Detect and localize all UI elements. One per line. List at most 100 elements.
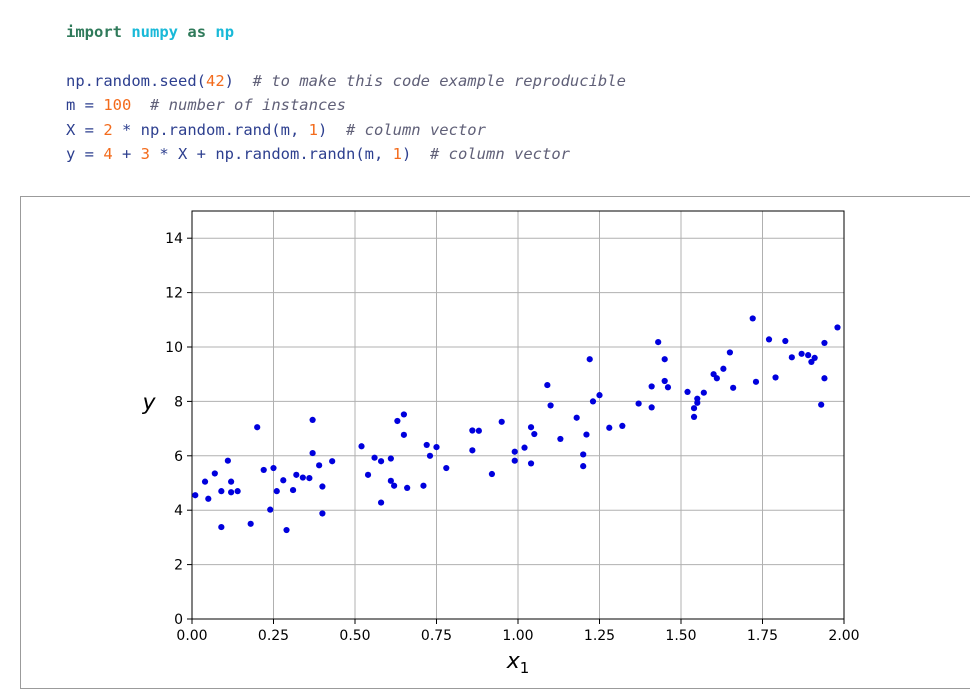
code-line: X = 2 * np.random.rand(m, 1) # column ve… <box>66 118 626 142</box>
data-point <box>273 488 280 495</box>
data-point <box>423 441 430 449</box>
data-point <box>316 462 323 469</box>
data-point <box>511 457 518 464</box>
data-point <box>521 444 528 451</box>
data-point <box>583 431 590 438</box>
data-point <box>475 427 482 434</box>
y-tick-label: 8 <box>174 394 183 410</box>
data-point <box>426 452 434 459</box>
data-point <box>589 398 597 405</box>
data-point <box>205 495 212 502</box>
data-point <box>247 520 254 527</box>
data-point <box>377 458 385 465</box>
data-point <box>580 463 587 470</box>
code-token: # number of instances <box>150 96 346 115</box>
data-point <box>469 447 476 454</box>
data-point <box>377 499 385 506</box>
data-point <box>293 471 300 478</box>
data-point <box>306 475 313 482</box>
data-point <box>664 384 672 391</box>
x-tick-label: 0.50 <box>339 628 370 644</box>
data-point <box>544 381 551 389</box>
code-token: # column vector <box>345 120 486 139</box>
data-point <box>635 400 642 407</box>
data-point <box>547 402 554 409</box>
data-point <box>752 378 760 385</box>
code-token: 2 <box>103 120 113 139</box>
y-tick-label: 6 <box>174 449 183 465</box>
code-line: np.random.seed(42) # to make this code e… <box>66 69 626 93</box>
code-token: ) <box>224 71 253 90</box>
y-tick-label: 12 <box>165 286 183 302</box>
data-point <box>661 356 668 363</box>
data-point <box>730 384 737 391</box>
code-token: 42 <box>205 71 225 90</box>
code-line <box>66 44 626 68</box>
data-point <box>749 315 756 322</box>
data-point <box>713 375 720 382</box>
data-point <box>694 395 701 402</box>
scatter-figure: 0.00 0.25 0.50 0.75 1.00 1.25 1.50 1.75 2.00 0 2 4 6… <box>20 196 970 689</box>
data-point <box>821 339 828 347</box>
data-point <box>619 422 626 429</box>
data-point <box>834 324 841 331</box>
data-point <box>443 464 450 472</box>
data-point <box>573 414 580 421</box>
data-point <box>319 483 326 490</box>
data-points <box>192 315 841 534</box>
data-point <box>329 458 336 465</box>
code-token: 1 <box>308 120 318 139</box>
code-token: # column vector <box>430 144 570 163</box>
data-point <box>254 424 261 431</box>
y-tick-label: 10 <box>165 340 183 356</box>
data-point <box>690 405 698 412</box>
x-tick-label: 2.00 <box>828 628 859 644</box>
data-point <box>260 466 267 474</box>
x-tick-label: 0.00 <box>176 628 207 644</box>
x-tick-label: 1.00 <box>502 628 533 644</box>
data-point <box>782 337 789 345</box>
code-token: numpy <box>131 23 179 41</box>
data-point <box>798 350 805 357</box>
data-point <box>433 443 440 451</box>
code-token: * np.random.rand(m, <box>112 120 309 139</box>
data-point <box>218 488 225 495</box>
y-tick-label: 2 <box>174 558 183 574</box>
code-line: import numpy as np <box>66 20 626 44</box>
x-tick-label: 1.25 <box>584 628 615 644</box>
data-point <box>280 477 287 484</box>
data-point <box>557 435 564 443</box>
code-token <box>122 23 131 41</box>
data-point <box>511 448 518 455</box>
data-point <box>811 354 818 361</box>
data-point <box>391 482 398 489</box>
data-point <box>394 417 401 425</box>
data-point <box>400 431 407 438</box>
data-point <box>201 478 209 485</box>
code-token: + <box>112 144 141 163</box>
data-point <box>371 454 378 461</box>
code-token: 100 <box>103 96 132 115</box>
code-token: np.random.seed( <box>66 71 206 90</box>
data-point <box>648 383 655 390</box>
code-token: 1 <box>392 144 402 163</box>
data-point <box>684 388 691 395</box>
data-point <box>498 418 505 425</box>
data-point <box>527 460 535 467</box>
code-token <box>178 23 187 41</box>
data-point <box>228 489 235 496</box>
data-point <box>531 430 538 438</box>
code-token: y = <box>66 144 104 163</box>
y-axis-label: y <box>141 390 156 415</box>
code-token <box>131 96 150 114</box>
code-token: np <box>215 23 235 41</box>
code-token: as <box>187 23 207 41</box>
data-point <box>387 455 394 462</box>
code-line: y = 4 + 3 * X + np.random.randn(m, 1) # … <box>66 142 626 166</box>
x-tick-label: 1.75 <box>747 628 778 644</box>
x-tick-label: 0.75 <box>421 628 452 644</box>
x-axis-label: x1 <box>506 649 530 677</box>
data-point <box>234 488 241 495</box>
data-point <box>606 424 613 431</box>
data-point <box>765 336 773 343</box>
